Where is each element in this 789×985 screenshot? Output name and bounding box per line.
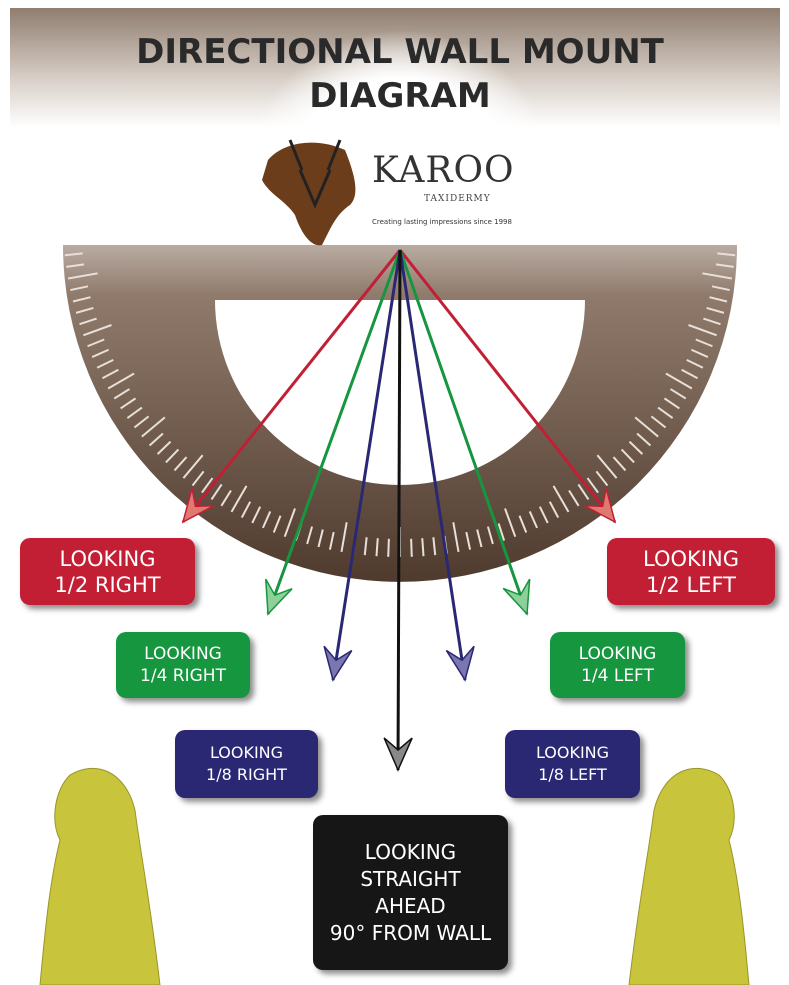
fraction: 1/2: [646, 573, 680, 597]
label-text: 1/2 RIGHT: [20, 572, 195, 598]
fraction: 1/8: [206, 765, 232, 784]
label-text: LOOKING: [505, 742, 640, 764]
title: DIRECTIONAL WALL MOUNT DIAGRAM: [100, 30, 700, 118]
label-text: STRAIGHT: [313, 866, 508, 893]
label-eighth-left: LOOKING 1/8 LEFT: [505, 730, 640, 798]
label-text: 1/8 LEFT: [505, 764, 640, 786]
arrow-line: [398, 250, 400, 770]
label-quarter-left: LOOKING 1/4 LEFT: [550, 632, 685, 698]
fraction: 1/8: [538, 765, 564, 784]
direction: RIGHT: [173, 666, 226, 686]
label-text: 1/4 RIGHT: [116, 665, 250, 687]
direction: LEFT: [569, 765, 607, 784]
fraction: 1/4: [140, 666, 167, 686]
label-text: LOOKING: [607, 546, 775, 572]
tick: [411, 539, 412, 557]
fraction: 1/2: [54, 573, 88, 597]
direction: LEFT: [614, 666, 654, 686]
direction: RIGHT: [237, 765, 287, 784]
tick: [422, 538, 423, 556]
label-text: LOOKING: [20, 546, 195, 572]
label-text: 90° FROM WALL: [313, 920, 508, 947]
logo-subtitle: TAXIDERMY: [424, 194, 491, 204]
label-text: LOOKING: [175, 742, 318, 764]
fraction: 1/4: [581, 666, 608, 686]
direction: LEFT: [686, 573, 736, 597]
tick: [388, 539, 389, 557]
logo-tagline: Creating lasting impressions since 1998: [372, 218, 512, 226]
tick: [376, 538, 377, 556]
label-text: LOOKING: [116, 643, 250, 665]
page: DIRECTIONAL WALL MOUNT DIAGRAM KAROO TAX…: [0, 0, 789, 985]
label-eighth-right: LOOKING 1/8 RIGHT: [175, 730, 318, 798]
label-half-right: LOOKING 1/2 RIGHT: [20, 538, 195, 605]
label-half-left: LOOKING 1/2 LEFT: [607, 538, 775, 605]
direction: RIGHT: [95, 573, 161, 597]
label-text: 1/8 RIGHT: [175, 764, 318, 786]
label-text: 1/2 LEFT: [607, 572, 775, 598]
label-straight: LOOKING STRAIGHT AHEAD 90° FROM WALL: [313, 815, 508, 970]
label-quarter-right: LOOKING 1/4 RIGHT: [116, 632, 250, 698]
mount-figure-right: [629, 768, 749, 985]
mount-figure-left: [40, 768, 160, 985]
logo-name: KAROO: [372, 150, 515, 191]
label-text: LOOKING: [550, 643, 685, 665]
label-text: AHEAD: [313, 893, 508, 920]
label-text: LOOKING: [313, 839, 508, 866]
label-text: 1/4 LEFT: [550, 665, 685, 687]
